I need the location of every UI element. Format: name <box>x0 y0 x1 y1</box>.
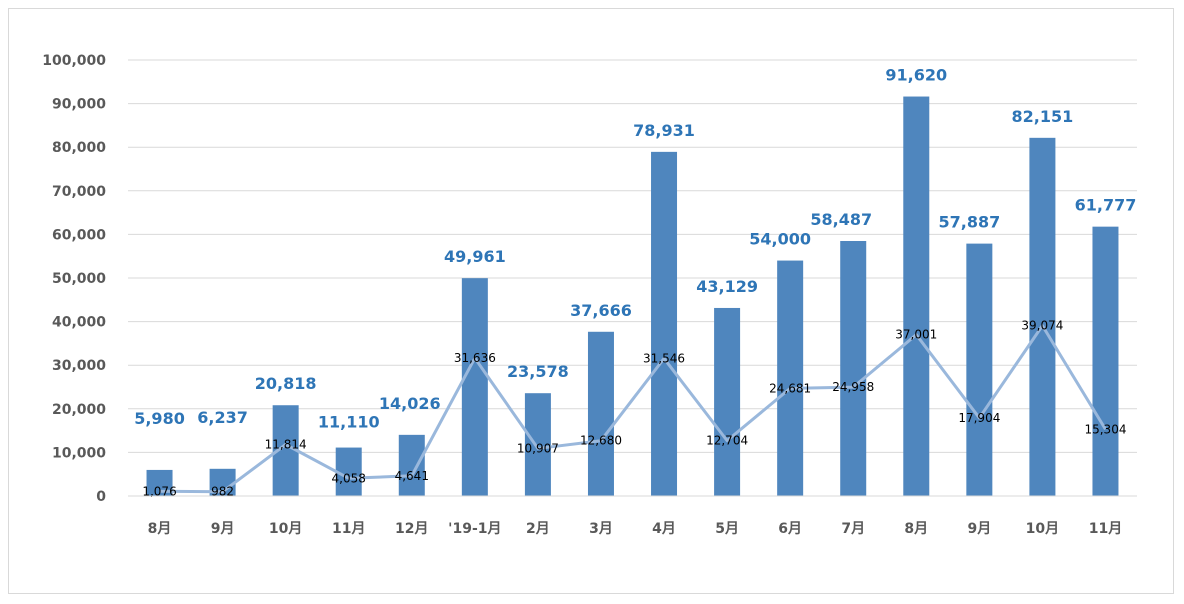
y-axis: 0 10,000 20,000 30,000 40,000 50,000 60,000 70,… <box>42 53 106 505</box>
bar <box>335 447 362 496</box>
line-data-label: 31,636 <box>454 351 496 365</box>
x-tick-label: 8月 <box>148 521 172 537</box>
bar-data-label: 82,151 <box>1012 107 1074 126</box>
bar <box>714 307 741 496</box>
bar-data-label: 43,129 <box>696 277 758 296</box>
line-data-label: 31,546 <box>643 351 685 365</box>
bar-data-label: 91,620 <box>885 66 947 85</box>
y-tick-label: 10,000 <box>52 445 106 461</box>
line-data-label: 15,304 <box>1084 422 1126 436</box>
bar-data-label: 14,026 <box>379 394 441 413</box>
x-tick-label: 11月 <box>1089 521 1122 537</box>
line-data-label: 1,076 <box>142 484 176 498</box>
line-data-label: 4,058 <box>332 471 366 485</box>
bar <box>777 260 804 496</box>
line-data-label: 982 <box>211 485 234 499</box>
bar-data-label: 6,237 <box>197 408 248 427</box>
line-path <box>159 324 1107 494</box>
bar <box>903 96 930 496</box>
line-data-label: 37,001 <box>895 328 937 342</box>
bar-data-label: 58,487 <box>810 210 872 229</box>
x-tick-label: 4月 <box>652 521 676 537</box>
bar-data-label: 54,000 <box>749 230 811 249</box>
line-data-label: 12,680 <box>580 434 622 448</box>
bar <box>398 434 425 496</box>
x-tick-label: 5月 <box>715 521 739 537</box>
bar-data-label: 20,818 <box>255 374 317 393</box>
x-axis: 8月 9月 10月 11月 12月 '19-1月 2月 3月 4月 5月 6月 7月 8月 9月 10月 11… <box>128 495 1137 537</box>
line-data-label: 39,074 <box>1021 319 1063 333</box>
x-tick-label: 11月 <box>332 521 365 537</box>
y-tick-label: 80,000 <box>52 140 106 156</box>
bar-data-label: 49,961 <box>444 247 506 266</box>
bar <box>1029 137 1056 496</box>
y-tick-label: 70,000 <box>52 184 106 200</box>
bar-data-label: 23,578 <box>507 362 569 381</box>
x-tick-label: 8月 <box>904 521 928 537</box>
bar-data-label: 57,887 <box>938 213 1000 232</box>
bar-data-label: 11,110 <box>318 413 380 432</box>
y-tick-label: 90,000 <box>52 97 106 113</box>
x-tick-label: '19-1月 <box>448 521 501 537</box>
x-tick-label: 7月 <box>841 521 865 537</box>
x-tick-label: 2月 <box>526 521 550 537</box>
bar <box>966 243 993 496</box>
x-tick-label: 9月 <box>211 521 235 537</box>
bar-data-label: 78,931 <box>633 121 695 140</box>
bar-data-label: 5,980 <box>134 409 185 428</box>
bar <box>1092 226 1119 496</box>
bar <box>524 393 551 496</box>
line-data-label: 24,958 <box>832 380 874 394</box>
line-data-labels: 1,076 982 11,814 4,058 4,641 31,636 10,907 12,6… <box>142 319 1126 499</box>
x-tick-label: 10月 <box>269 521 302 537</box>
y-tick-label: 0 <box>96 489 106 505</box>
y-tick-label: 30,000 <box>52 358 106 374</box>
y-tick-label: 60,000 <box>52 227 106 243</box>
line-data-label: 24,681 <box>769 381 811 395</box>
line-data-label: 10,907 <box>517 441 559 455</box>
line-data-label: 12,704 <box>706 434 748 448</box>
bar <box>461 278 488 496</box>
x-tick-label: 10月 <box>1026 521 1059 537</box>
bar-data-label: 37,666 <box>570 301 632 320</box>
x-tick-label: 6月 <box>778 521 802 537</box>
bar-data-label: 61,777 <box>1075 196 1137 215</box>
bar <box>587 331 614 496</box>
bar <box>840 240 867 496</box>
bar <box>651 151 678 496</box>
line-series <box>159 324 1107 494</box>
line-data-label: 4,641 <box>395 469 429 483</box>
x-tick-label: 9月 <box>967 521 991 537</box>
y-tick-label: 40,000 <box>52 315 106 331</box>
bar-series <box>146 96 1119 496</box>
y-tick-label: 100,000 <box>42 53 106 69</box>
x-tick-label: 3月 <box>589 521 613 537</box>
line-data-label: 11,814 <box>265 437 307 451</box>
x-tick-label: 12月 <box>395 521 428 537</box>
y-tick-label: 20,000 <box>52 402 106 418</box>
line-data-label: 17,904 <box>958 411 1000 425</box>
y-tick-label: 50,000 <box>52 271 106 287</box>
